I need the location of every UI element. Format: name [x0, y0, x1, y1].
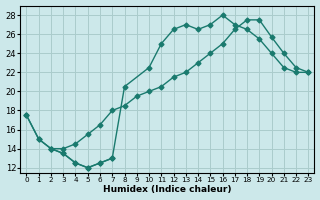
X-axis label: Humidex (Indice chaleur): Humidex (Indice chaleur) [103, 185, 232, 194]
